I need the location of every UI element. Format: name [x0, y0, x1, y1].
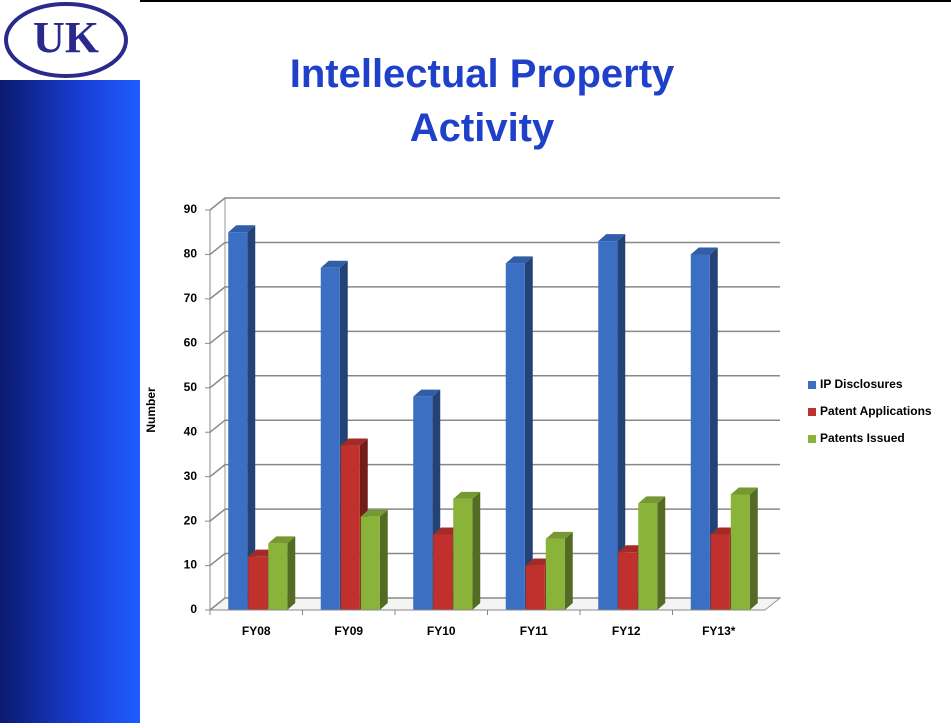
bar — [248, 556, 268, 610]
bar — [618, 552, 638, 610]
bar-top — [690, 247, 718, 255]
bar-top — [228, 225, 256, 233]
y-tick-label: 50 — [184, 380, 198, 394]
bar — [505, 263, 525, 610]
logo-oval — [4, 2, 128, 78]
bar — [730, 494, 750, 610]
bar-top — [340, 438, 368, 446]
bar — [525, 565, 545, 610]
bar-top — [360, 509, 388, 517]
bar-side — [472, 491, 481, 610]
grid-line — [209, 330, 780, 344]
y-tick-label: 20 — [184, 513, 198, 527]
chart-title: Intellectual Property Activity — [290, 52, 675, 150]
y-tick-label: 60 — [184, 336, 198, 350]
grid-line — [209, 286, 780, 300]
bar-top — [453, 491, 481, 499]
x-tick-label: FY11 — [520, 624, 548, 638]
grid-line — [209, 241, 780, 256]
y-tick-label: 70 — [184, 291, 198, 305]
bar — [638, 503, 658, 610]
legend-swatch — [808, 435, 816, 443]
y-tick-label: 30 — [184, 469, 198, 483]
bar-side — [379, 509, 388, 610]
x-tick-label: FY09 — [334, 624, 363, 638]
bar-side — [287, 536, 296, 610]
bar-side — [749, 487, 758, 610]
bar-side — [524, 256, 533, 610]
y-tick-label: 90 — [184, 202, 198, 216]
y-tick-label: 0 — [190, 602, 197, 616]
bar — [340, 445, 360, 610]
bar-side — [657, 496, 666, 610]
grid-line — [209, 508, 780, 522]
bar — [545, 538, 565, 610]
bar — [320, 267, 340, 610]
x-tick-label: FY13* — [702, 624, 736, 638]
bar-top — [320, 260, 348, 268]
y-tick-label: 10 — [184, 558, 198, 572]
x-tick-label: FY10 — [427, 624, 456, 638]
legend-label: Patent Applications — [820, 404, 932, 418]
bar-top — [545, 531, 573, 539]
bar-top — [598, 234, 626, 242]
grid-line — [209, 419, 780, 433]
bar — [360, 516, 380, 610]
bar — [228, 232, 248, 610]
bar — [268, 543, 288, 610]
y-axis-label: Number — [144, 387, 158, 433]
bar — [413, 396, 433, 610]
bar — [598, 241, 618, 610]
grid-line — [209, 375, 780, 389]
bar-side — [709, 247, 718, 610]
legend-label: Patents Issued — [820, 431, 905, 445]
legend-swatch — [808, 408, 816, 416]
bar-top — [505, 256, 533, 264]
bar-top — [638, 496, 666, 504]
logo-text: UK — [33, 13, 99, 62]
bar — [433, 534, 453, 610]
y-tick-label: 80 — [184, 247, 198, 261]
bar-top — [268, 536, 296, 544]
bar — [710, 534, 730, 610]
bar-side — [247, 225, 256, 610]
y-tick-label: 40 — [184, 424, 198, 438]
bar — [453, 498, 473, 610]
x-tick-label: FY12 — [612, 624, 641, 638]
grid-line — [209, 463, 780, 478]
side-band — [0, 0, 140, 723]
x-tick-label: FY08 — [242, 624, 271, 638]
bar-side — [564, 531, 573, 610]
bar — [690, 254, 710, 610]
grid-line — [209, 597, 780, 611]
bar-side — [617, 234, 626, 610]
legend-swatch — [808, 381, 816, 389]
legend-label: IP Disclosures — [820, 377, 903, 391]
grid-line — [209, 197, 780, 211]
bar-top — [413, 389, 441, 397]
bar-top — [730, 487, 758, 495]
grid-line — [209, 552, 780, 567]
